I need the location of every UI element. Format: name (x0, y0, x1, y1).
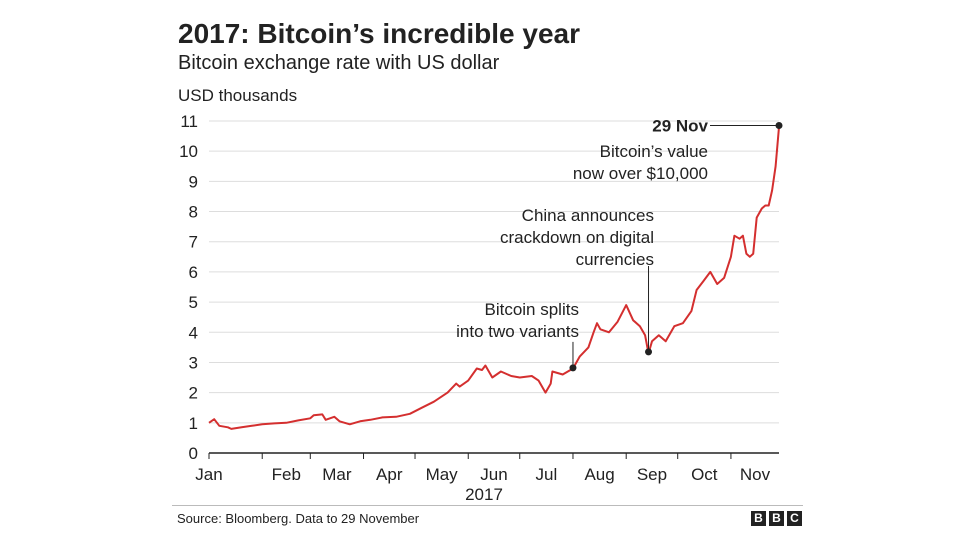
annotation-text: Bitcoin’s value (600, 142, 708, 161)
x-tick-label: Jan (195, 465, 222, 484)
logo-letter: C (787, 511, 802, 526)
y-tick-label: 2 (189, 384, 198, 403)
x-axis: Jan Feb Mar Apr May Jun Jul Aug Sep Oct Nov 2017 (195, 453, 771, 504)
chart-title: 2017: Bitcoin’s incredible year (178, 18, 581, 49)
annotation-marker (569, 364, 577, 372)
y-tick-label: 10 (179, 142, 198, 161)
x-tick-label: May (426, 465, 459, 484)
gridlines (209, 120, 779, 454)
y-tick-label: 7 (189, 233, 198, 252)
x-tick-label: Apr (376, 465, 403, 484)
y-tick-label: 11 (180, 112, 198, 131)
annotation-text: China announces (522, 206, 654, 225)
annotation-text: Bitcoin splits (484, 300, 578, 319)
bbc-logo: B B C (751, 511, 802, 526)
logo-letter: B (751, 511, 766, 526)
annotation-text: crackdown on digital (500, 228, 654, 247)
x-tick-label: Mar (322, 465, 352, 484)
x-tick-label: Jul (535, 465, 557, 484)
annotation-text: currencies (576, 250, 654, 269)
footer-divider (172, 505, 803, 506)
x-tick-label: Aug (584, 465, 614, 484)
y-tick-label: 0 (189, 444, 198, 463)
y-tick-label: 6 (189, 263, 198, 282)
y-tick-label: 3 (189, 353, 198, 372)
annotation-text: now over $10,000 (573, 164, 708, 183)
annotation-marker (775, 122, 783, 130)
annotations: Bitcoin splits into two variants China ann… (456, 117, 783, 372)
y-tick-label: 9 (189, 172, 198, 191)
x-axis-year-label: 2017 (465, 485, 503, 504)
y-tick-label: 8 (189, 203, 198, 222)
annotation-text: into two variants (456, 322, 579, 341)
logo-letter: B (769, 511, 784, 526)
x-tick-label: Jun (480, 465, 507, 484)
annotation-date: 29 Nov (652, 117, 708, 136)
y-axis-unit-label: USD thousands (178, 86, 298, 105)
x-tick-label: Sep (637, 465, 667, 484)
chart-subtitle: Bitcoin exchange rate with US dollar (178, 52, 500, 74)
y-tick-label: 4 (189, 323, 198, 342)
x-tick-label: Nov (740, 465, 771, 484)
y-tick-label: 1 (189, 414, 198, 433)
x-tick-label: Feb (272, 465, 301, 484)
x-tick-label: Oct (691, 465, 718, 484)
annotation-marker (645, 348, 653, 356)
series-group (208, 126, 780, 430)
y-axis: 0 1 2 3 4 5 6 7 8 9 10 11 (179, 112, 198, 463)
source-note: Source: Bloomberg. Data to 29 November (177, 511, 420, 526)
y-tick-label: 5 (189, 293, 198, 312)
bitcoin-price-line (208, 126, 780, 430)
